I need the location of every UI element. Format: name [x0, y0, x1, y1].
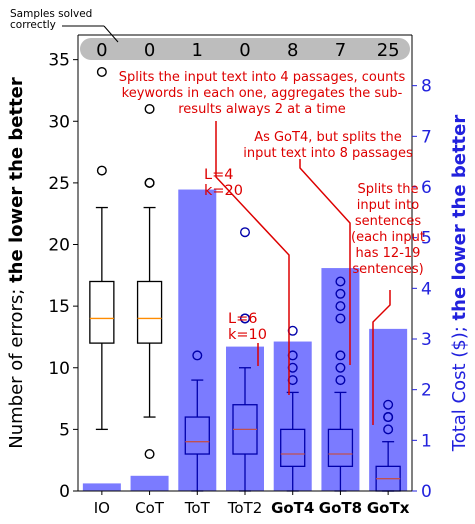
boxplot-got8-flier: [335, 375, 346, 386]
x-tick-label-io: IO: [94, 499, 110, 517]
boxplot-cot-flier: [144, 449, 155, 460]
cost-bar-io: [82, 483, 121, 491]
right-tick-label: 4: [421, 279, 432, 299]
x-tick-label-gotx: GoTx: [367, 499, 410, 517]
boxplot-got8-flier: [335, 276, 346, 287]
annotation-got4-desc-line: keywords in each one, aggregates the sub…: [122, 86, 403, 101]
x-tick-label-got4: GoT4: [271, 499, 314, 517]
boxplot-got8-box: [327, 428, 354, 468]
samples-solved-leader-d: [103, 25, 119, 43]
boxplot-cot-flier: [144, 177, 155, 188]
samples-solved-band: [80, 38, 410, 60]
boxplot-got8-flier: [335, 350, 346, 361]
annotation-gotx-desc-line: input into: [357, 198, 420, 213]
boxplot-got8-flier: [335, 362, 346, 373]
boxplot-tot-box: [184, 416, 210, 455]
boxplot-got8-flier: [335, 313, 346, 324]
x-tick-label-cot: CoT: [135, 499, 165, 517]
right-tick-label: 2: [421, 381, 432, 401]
annotation-tot-params-line: L=4: [204, 167, 233, 183]
right-tick-label: 3: [421, 330, 432, 350]
right-tick-label: 8: [421, 77, 432, 97]
boxplot-cot-flier: [144, 103, 155, 114]
right-tick-label: 1: [421, 431, 432, 451]
left-tick-label: 25: [48, 174, 70, 194]
left-tick-label: 5: [59, 420, 70, 440]
left-axis-label: Number of errors; the lower the better: [6, 77, 27, 449]
left-tick-label: 10: [48, 359, 70, 379]
samples-solved-count-got4: 8: [287, 40, 298, 61]
boxplot-io-box: [89, 280, 115, 344]
left-tick-label: 30: [48, 112, 70, 132]
annotation-leader-got8: [299, 159, 351, 365]
x-tick-label-tot: ToT: [184, 499, 211, 517]
annotation-got8-desc-line: input text into 8 passages: [243, 146, 413, 161]
boxplot-tot-flier: [192, 350, 203, 361]
samples-solved-label-line2: correctly: [10, 19, 56, 31]
right-tick-label: 6: [421, 178, 432, 198]
annotation-tot2-params-line: k=10: [228, 327, 267, 343]
boxplot-got8-flier: [335, 301, 346, 312]
x-tick-label-got8: GoT8: [319, 499, 362, 517]
right-tick-label: 7: [421, 127, 432, 147]
boxplot-tot2-flier: [239, 313, 250, 324]
annotation-gotx-desc-line: has 12-19: [356, 246, 421, 261]
samples-solved-count-cot: 0: [144, 40, 155, 61]
cost-bar-tot: [178, 189, 217, 492]
x-tick-label-tot2: ToT2: [227, 499, 263, 517]
boxplot-tot2-flier: [239, 227, 250, 238]
right-axis-label: Total Cost ($); the lower the better: [449, 115, 470, 453]
boxplot-gotx-flier: [383, 412, 394, 423]
boxplot-got8-flier: [335, 288, 346, 299]
right-axis-label-bold: the lower the better: [449, 115, 470, 321]
right-axis-label-normal: Total Cost ($);: [449, 320, 470, 452]
annotation-tot2-params-line: L=6: [228, 311, 257, 327]
annotation-gotx-desc-line: (each input: [351, 230, 425, 245]
annotation-got8-desc-line: As GoT4, but splits the: [254, 130, 402, 145]
annotation-got4-desc-line: results always 2 at a time: [178, 102, 346, 117]
annotation-gotx-desc-line: sentences: [355, 214, 421, 229]
samples-solved-count-io: 0: [96, 40, 107, 61]
samples-solved-count-got8: 7: [335, 40, 346, 61]
boxplot-got4-box: [280, 428, 306, 468]
left-tick-label: 35: [48, 51, 70, 71]
cost-bar-cot: [130, 475, 169, 491]
samples-solved-count-tot: 1: [192, 40, 203, 61]
left-tick-label: 15: [48, 297, 70, 317]
boxplot-cot-box: [136, 280, 163, 344]
boxplot-gotx-flier: [383, 424, 394, 435]
right-tick-label: 0: [421, 482, 432, 502]
annotation-gotx-desc-line: sentences): [352, 262, 423, 277]
samples-solved-count-tot2: 0: [239, 40, 250, 61]
annotation-got4-desc-line: Splits the input text into 4 passages, c…: [119, 70, 406, 85]
left-tick-label: 0: [59, 482, 70, 502]
samples-solved-count-gotx: 25: [377, 40, 400, 61]
annotation-gotx-desc-line: Splits the: [357, 182, 418, 197]
left-axis-label-bold: the lower the better: [6, 77, 27, 283]
boxplot-gotx-flier: [383, 399, 394, 410]
left-axis-label-normal: Number of errors;: [6, 283, 27, 449]
left-tick-label: 20: [48, 236, 70, 256]
right-tick-label: 5: [421, 229, 432, 249]
annotation-leader-got4: [215, 121, 290, 395]
boxplot-io-flier: [96, 165, 107, 176]
samples-solved-label-line1: Samples solved: [10, 8, 92, 20]
boxplot-io-flier: [96, 66, 107, 77]
annotation-leader-gotx: [372, 290, 391, 425]
